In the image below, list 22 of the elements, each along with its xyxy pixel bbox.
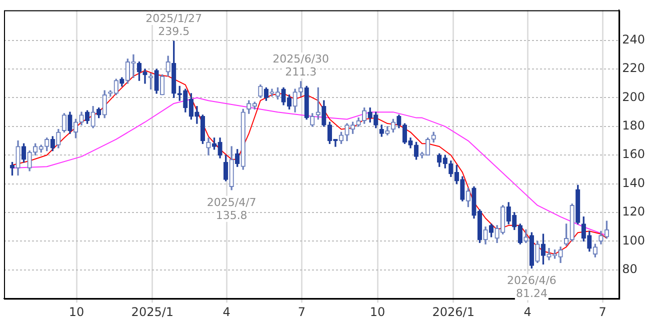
annotation: 2025/1/27 239.5	[146, 12, 202, 38]
y-tick-label: 120	[622, 204, 645, 219]
y-tick-label: 100	[622, 233, 645, 248]
annotation: 2025/4/7 135.8	[206, 196, 256, 222]
annotation: 2026/4/6 81.24	[506, 274, 556, 300]
annotation: 2025/6/30 211.3	[272, 52, 330, 79]
y-tick-label: 240	[622, 32, 645, 46]
y-tick-label: 180	[622, 118, 645, 133]
x-tick-label: 10	[68, 304, 84, 319]
x-tick-label: 2025/1	[131, 304, 174, 319]
x-tick-label: 4	[524, 304, 532, 319]
x-tick-label: 7	[298, 304, 306, 319]
y-tick-label: 160	[622, 147, 645, 162]
candlestick	[142, 68, 148, 84]
x-tick-label: 2026/1	[432, 304, 474, 319]
x-tick-label: 10	[370, 304, 386, 319]
x-tick-label: 7	[598, 304, 606, 319]
x-tick-label: 4	[222, 304, 230, 319]
y-tick-label: 80	[622, 262, 638, 276]
y-tick-label: 140	[622, 176, 645, 190]
y-tick-label: 200	[622, 90, 645, 104]
y-tick-label: 220	[622, 61, 645, 76]
